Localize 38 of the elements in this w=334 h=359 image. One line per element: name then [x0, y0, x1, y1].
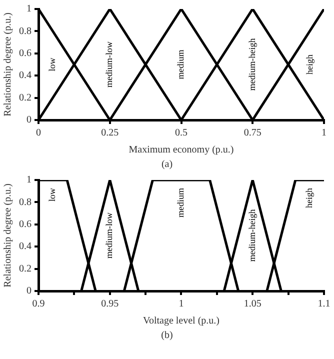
y-tick-label: 0: [26, 114, 32, 126]
text: medium-low: [104, 41, 114, 88]
x-tick-label: 1: [322, 128, 326, 139]
x-tick-label: 0.95: [101, 298, 119, 310]
text: medium-heigh: [246, 38, 257, 91]
text: heigh: [304, 188, 314, 208]
y-axis-title: Relationship degree (p.u.): [2, 184, 14, 288]
text: medium-low: [104, 212, 114, 258]
x-tick-label: 0.75: [244, 128, 262, 139]
y-tick-label: 0.4: [19, 241, 32, 252]
x-tick-label: 0.9: [32, 298, 45, 310]
x-axis-title: Voltage level (p.u.): [143, 316, 220, 327]
text: (b): [160, 329, 174, 342]
y-tick-label: 0.8: [19, 196, 32, 208]
x-tick-label: 1.1: [318, 298, 330, 310]
y-tick-label: 0.8: [19, 26, 32, 37]
y-tick-label: 0: [26, 286, 32, 297]
y-tick-label: 1: [26, 4, 32, 15]
x-tick-label: 1.05: [244, 298, 262, 310]
x-tick-label: 0.25: [101, 128, 119, 139]
text: medium: [176, 188, 186, 218]
x-tick-label: 0.5: [175, 128, 188, 139]
x-tick-label: 0: [36, 128, 41, 139]
y-tick-label: 0.6: [19, 219, 32, 230]
y-tick-label: 0.4: [19, 70, 32, 82]
x-tick-label: 1: [178, 298, 184, 310]
text: low: [46, 57, 57, 72]
y-tick-label: 1: [26, 174, 32, 186]
y-tick-label: 0.6: [19, 48, 32, 60]
text: heigh: [304, 54, 314, 74]
text: medium-heigh: [246, 208, 257, 262]
y-tick-label: 0.2: [19, 92, 32, 104]
x-axis-title: Maximum economy (p.u.): [128, 144, 234, 156]
y-tick-label: 0.2: [19, 263, 32, 274]
y-axis-title: Relationship degree (p.u.): [2, 12, 14, 116]
text: medium: [176, 50, 186, 80]
text: low: [47, 188, 58, 202]
text: (a): [160, 158, 174, 171]
